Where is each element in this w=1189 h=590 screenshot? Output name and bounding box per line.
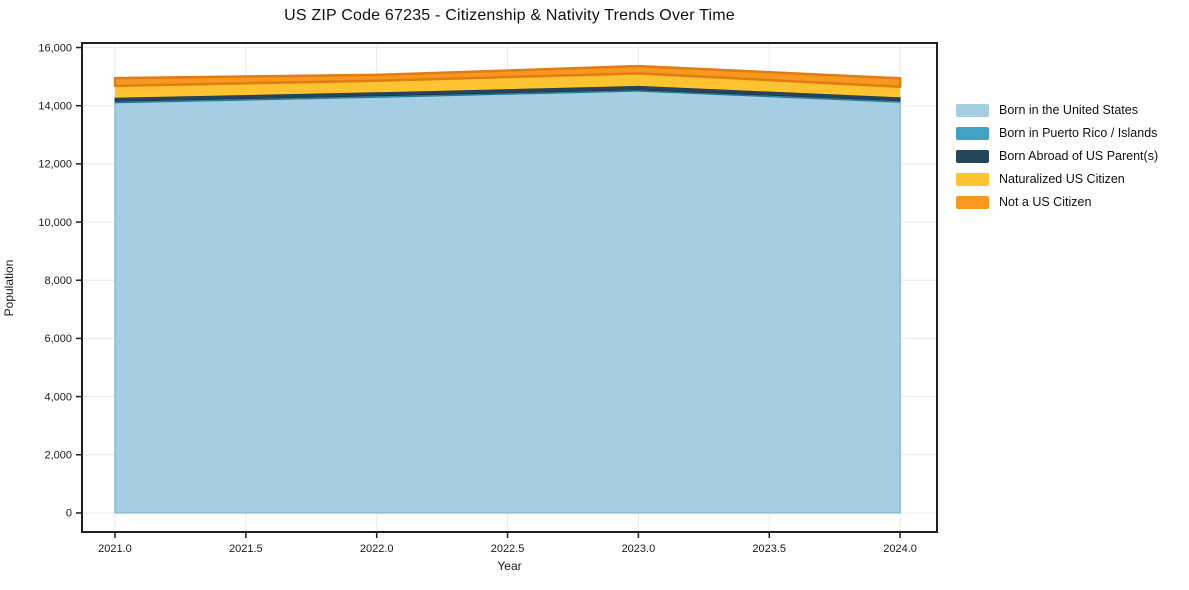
- x-axis-label: Year: [497, 559, 522, 573]
- y-tick-label: 12,000: [38, 159, 72, 171]
- plot-area: 0 2,000 4,000 6,000 8,000 10,000 12,000 14,000 1…: [38, 42, 938, 555]
- legend-swatch: [956, 126, 989, 140]
- legend-label: Naturalized US Citizen: [999, 172, 1125, 186]
- legend-swatch: [956, 172, 989, 186]
- x-tick-label: 2024.0: [883, 543, 917, 555]
- legend-item: Born in Puerto Rico / Islands: [956, 126, 1158, 140]
- x-tick-label: 2021.0: [98, 543, 132, 555]
- x-tick-label: 2021.5: [229, 543, 263, 555]
- legend-label: Born in the United States: [999, 103, 1138, 117]
- y-tick-label: 10,000: [38, 217, 72, 229]
- y-tick-label: 4,000: [44, 391, 72, 403]
- legend: Born in the United States Born in Puerto …: [956, 103, 1158, 209]
- legend-item: Naturalized US Citizen: [956, 172, 1158, 186]
- x-tick-label: 2023.5: [752, 543, 786, 555]
- chart-canvas: 0 2,000 4,000 6,000 8,000 10,000 12,000 14,000 1…: [38, 42, 938, 555]
- x-tick-label: 2022.0: [360, 543, 394, 555]
- y-tick-label: 2,000: [44, 450, 72, 462]
- area-band: [114, 90, 901, 514]
- x-tick-label: 2023.0: [622, 543, 656, 555]
- area-band: [114, 85, 901, 102]
- legend-item: Born Abroad of US Parent(s): [956, 149, 1158, 163]
- area-band: [115, 73, 901, 98]
- legend-label: Born in Puerto Rico / Islands: [999, 126, 1158, 140]
- legend-label: Born Abroad of US Parent(s): [999, 149, 1159, 163]
- legend-item: Born in the United States: [956, 103, 1158, 117]
- y-axis-label: Population: [2, 259, 16, 317]
- legend-item: Not a US Citizen: [956, 195, 1158, 209]
- legend-swatch: [956, 195, 989, 209]
- x-tick-label: 2022.5: [491, 543, 525, 555]
- legend-swatch: [956, 103, 989, 117]
- legend-swatch: [956, 149, 989, 163]
- y-tick-label: 0: [66, 508, 72, 520]
- y-tick-label: 8,000: [44, 275, 72, 287]
- y-tick-label: 14,000: [38, 100, 72, 112]
- area-band: [113, 64, 902, 89]
- legend-label: Not a US Citizen: [999, 195, 1092, 209]
- y-tick-label: 16,000: [38, 42, 72, 54]
- plot-border: [81, 42, 938, 533]
- chart-title: US ZIP Code 67235 - Citizenship & Nativi…: [284, 7, 735, 24]
- y-tick-label: 6,000: [44, 333, 72, 345]
